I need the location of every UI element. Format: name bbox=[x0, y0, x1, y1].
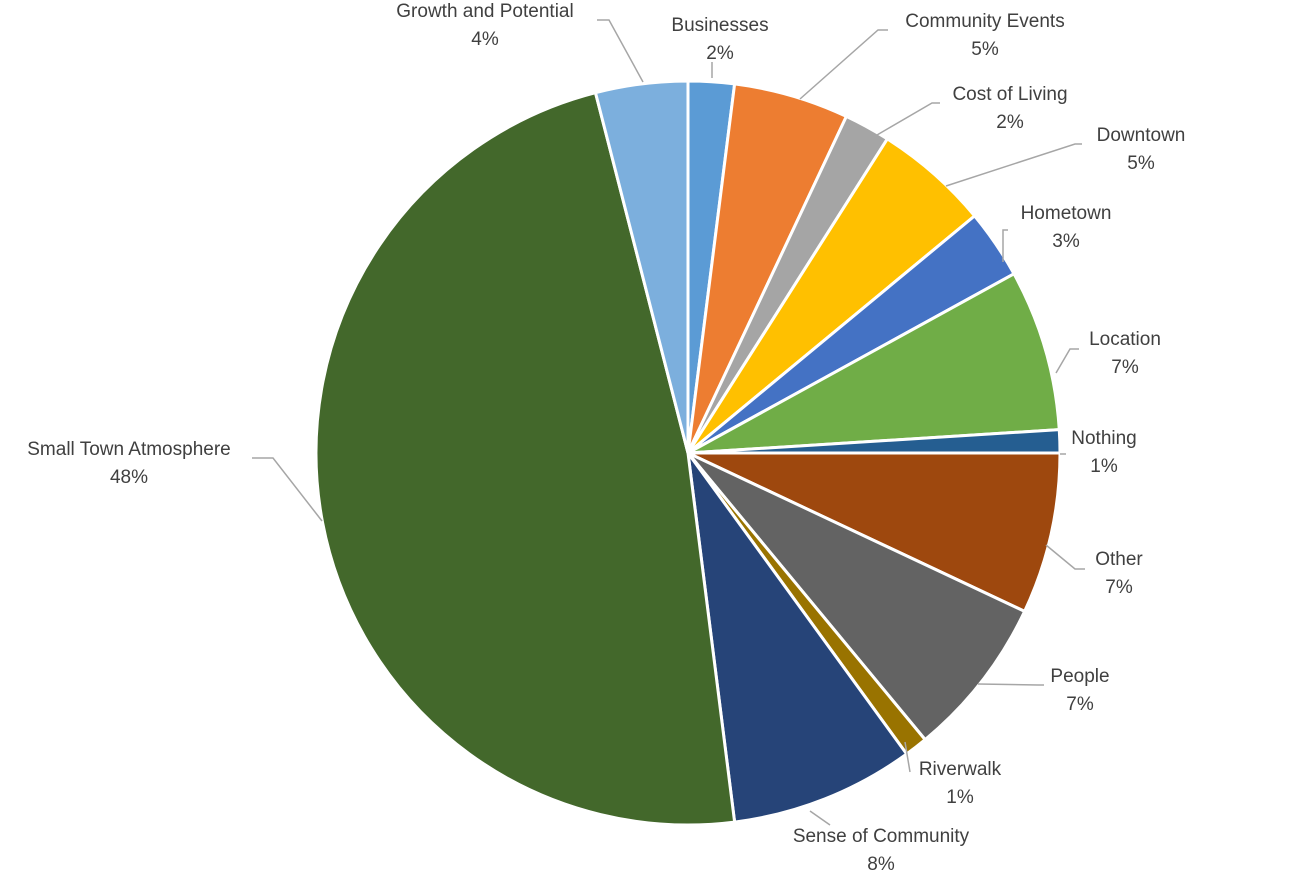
pie-slices bbox=[314, 79, 1062, 827]
slice-label-small-town-atmosphere: Small Town Atmosphere bbox=[27, 439, 230, 460]
pie-slice-growth-and-potential bbox=[593, 79, 690, 455]
leader-line-people bbox=[977, 683, 1044, 686]
leader-line-location bbox=[1055, 348, 1079, 374]
slice-value-location: 7% bbox=[1111, 357, 1139, 378]
slice-value-nothing: 1% bbox=[1090, 456, 1118, 477]
slice-value-sense-of-community: 8% bbox=[867, 854, 895, 875]
slice-value-riverwalk: 1% bbox=[946, 787, 974, 808]
slice-value-community-events: 5% bbox=[971, 39, 999, 60]
slice-value-downtown: 5% bbox=[1127, 153, 1155, 174]
pie-slice-other bbox=[686, 451, 1062, 613]
slice-value-businesses: 2% bbox=[706, 43, 734, 64]
leader-line-riverwalk bbox=[904, 741, 911, 773]
slice-label-cost-of-living: Cost of Living bbox=[952, 84, 1067, 105]
slice-label-location: Location bbox=[1089, 329, 1161, 350]
leader-line-community-events bbox=[799, 29, 888, 100]
leader-lines bbox=[252, 19, 1085, 826]
leader-line-sense-of-community bbox=[809, 810, 831, 826]
slice-label-community-events: Community Events bbox=[905, 11, 1064, 32]
slice-value-growth-and-potential: 4% bbox=[471, 29, 499, 50]
slice-value-hometown: 3% bbox=[1052, 231, 1080, 252]
leader-line-other bbox=[1045, 544, 1085, 570]
leader-line-hometown bbox=[1002, 229, 1008, 262]
leader-line-downtown bbox=[945, 143, 1082, 187]
slice-label-riverwalk: Riverwalk bbox=[919, 759, 1002, 780]
slice-label-people: People bbox=[1050, 666, 1109, 687]
pie-slice-people bbox=[686, 451, 1027, 742]
slice-value-small-town-atmosphere: 48% bbox=[110, 467, 148, 488]
slice-value-cost-of-living: 2% bbox=[996, 112, 1024, 133]
slice-value-other: 7% bbox=[1105, 577, 1133, 598]
pie-slice-location bbox=[686, 272, 1061, 455]
slice-label-other: Other bbox=[1095, 549, 1143, 570]
slice-label-growth-and-potential: Growth and Potential bbox=[396, 1, 573, 22]
slice-label-sense-of-community: Sense of Community bbox=[793, 826, 970, 847]
slice-labels: Businesses 2% Community Events 5% Cost of Li… bbox=[27, 1, 1185, 875]
slice-label-nothing: Nothing bbox=[1071, 428, 1137, 449]
leader-line-small-town-atmosphere bbox=[252, 457, 323, 522]
slice-value-people: 7% bbox=[1066, 694, 1094, 715]
slice-label-hometown: Hometown bbox=[1021, 203, 1112, 224]
slice-label-downtown: Downtown bbox=[1097, 125, 1186, 146]
pie-slice-small-town-atmosphere bbox=[314, 91, 737, 827]
slice-label-businesses: Businesses bbox=[671, 15, 768, 36]
pie-slice-sense-of-community bbox=[686, 451, 909, 824]
leader-line-growth-and-potential bbox=[597, 19, 644, 83]
leader-line-cost-of-living bbox=[876, 102, 940, 136]
